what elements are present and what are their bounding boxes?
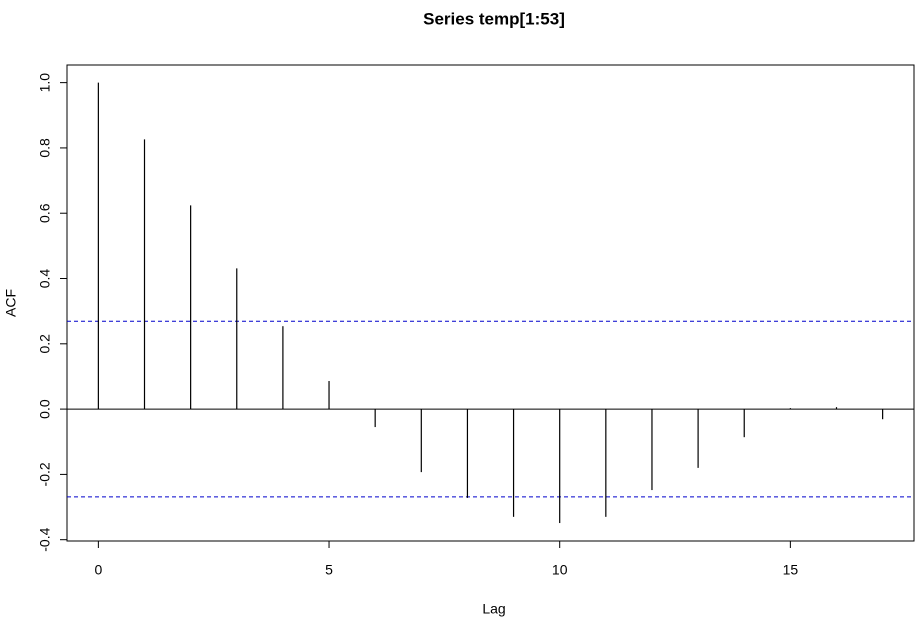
y-tick-label: 0.2 [37, 334, 53, 354]
x-tick-label: 5 [325, 562, 333, 578]
chart-title: Series temp[1:53] [423, 9, 565, 28]
x-tick-label: 0 [94, 562, 102, 578]
y-tick-label: 0.4 [37, 269, 53, 289]
x-tick-label: 15 [783, 562, 799, 578]
y-tick-label: 0.0 [37, 399, 53, 419]
x-tick-label: 10 [552, 562, 568, 578]
y-tick-label: 1.0 [37, 73, 53, 93]
y-axis-label: ACF [3, 289, 19, 317]
x-axis-label: Lag [482, 601, 505, 617]
y-tick-label: -0.4 [37, 527, 53, 551]
plot-frame [66, 64, 915, 542]
y-tick-label: -0.2 [37, 462, 53, 486]
y-tick-label: 0.8 [37, 138, 53, 158]
y-tick-label: 0.6 [37, 203, 53, 223]
